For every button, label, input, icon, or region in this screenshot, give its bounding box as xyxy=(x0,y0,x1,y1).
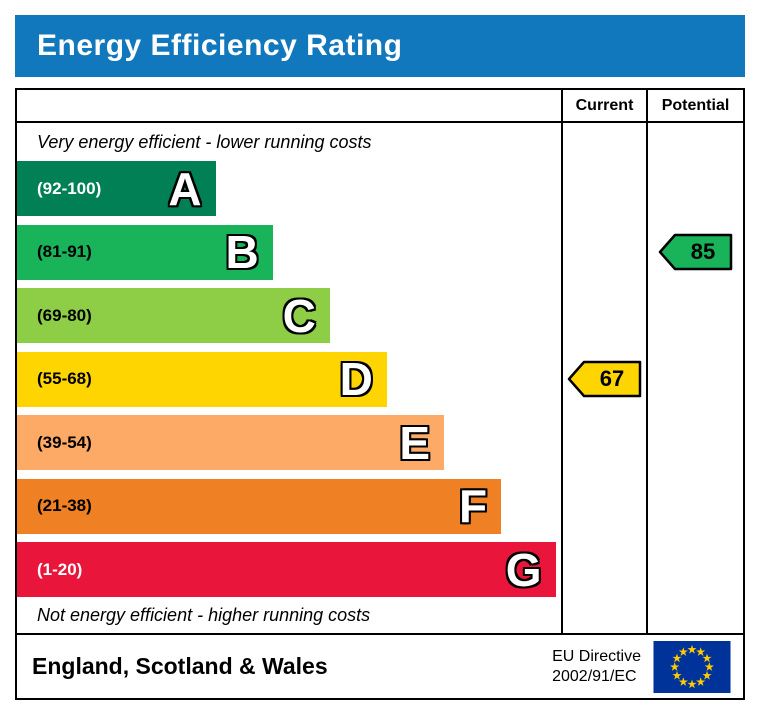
page-title-bar: Energy Efficiency Rating xyxy=(15,15,745,77)
header-spacer xyxy=(17,90,561,123)
current-rating-pointer: 67 xyxy=(567,359,643,399)
page-title: Energy Efficiency Rating xyxy=(37,29,403,62)
band-range-label: (92-100) xyxy=(37,178,102,198)
band-range-label: (81-91) xyxy=(37,242,92,261)
band-range-label: (21-38) xyxy=(37,496,92,515)
ratings-table: Current Potential Very energy efficient … xyxy=(15,88,745,700)
column-header-potential: Potential xyxy=(646,90,743,123)
region-label: England, Scotland & Wales xyxy=(32,653,328,679)
band-g: (1-20) G xyxy=(17,542,556,597)
band-letter: B xyxy=(225,226,259,278)
band-range-label: (69-80) xyxy=(37,305,92,325)
eu-flag-icon xyxy=(653,640,731,693)
footer: England, Scotland & Wales EU Directive 2… xyxy=(17,635,743,698)
potential-rating-value: 85 xyxy=(690,239,716,264)
band-letter: D xyxy=(339,353,373,405)
band-e: (39-54) E xyxy=(17,415,445,470)
eu-directive-line2: 2002/91/EC xyxy=(552,667,637,685)
band-b: (81-91) B xyxy=(17,224,273,280)
band-range-label: (39-54) xyxy=(37,432,92,452)
band-c: (69-80) C xyxy=(17,288,330,343)
band-letter: F xyxy=(459,480,488,532)
eu-directive-label: EU Directive 2002/91/EC xyxy=(552,647,641,687)
bands-column: Very energy efficient - lower running co… xyxy=(17,123,561,635)
column-header-current: Current xyxy=(561,90,646,123)
potential-column: 85 xyxy=(646,123,743,635)
band-range-label: (1-20) xyxy=(37,559,83,579)
rating-bands: (92-100) A (81-91) B (69-80) C (55-68) D… xyxy=(17,161,561,597)
band-letter: E xyxy=(399,416,431,469)
current-rating-value: 67 xyxy=(599,366,625,391)
band-d: (55-68) D xyxy=(17,351,387,407)
caption-bottom: Not energy efficient - higher running co… xyxy=(37,604,371,625)
caption-top: Very energy efficient - lower running co… xyxy=(37,131,372,152)
eu-directive-line1: EU Directive xyxy=(552,647,641,665)
band-range-label: (55-68) xyxy=(37,369,92,388)
band-letter: C xyxy=(282,289,316,342)
band-letter: A xyxy=(168,162,202,215)
band-f: (21-38) F xyxy=(17,478,502,534)
left-arrow-icon xyxy=(658,233,732,271)
potential-rating-pointer: 85 xyxy=(658,232,734,272)
current-column: 67 xyxy=(561,123,646,635)
band-letter: G xyxy=(505,543,542,596)
band-a: (92-100) A xyxy=(17,161,216,216)
left-arrow-icon xyxy=(567,360,641,398)
